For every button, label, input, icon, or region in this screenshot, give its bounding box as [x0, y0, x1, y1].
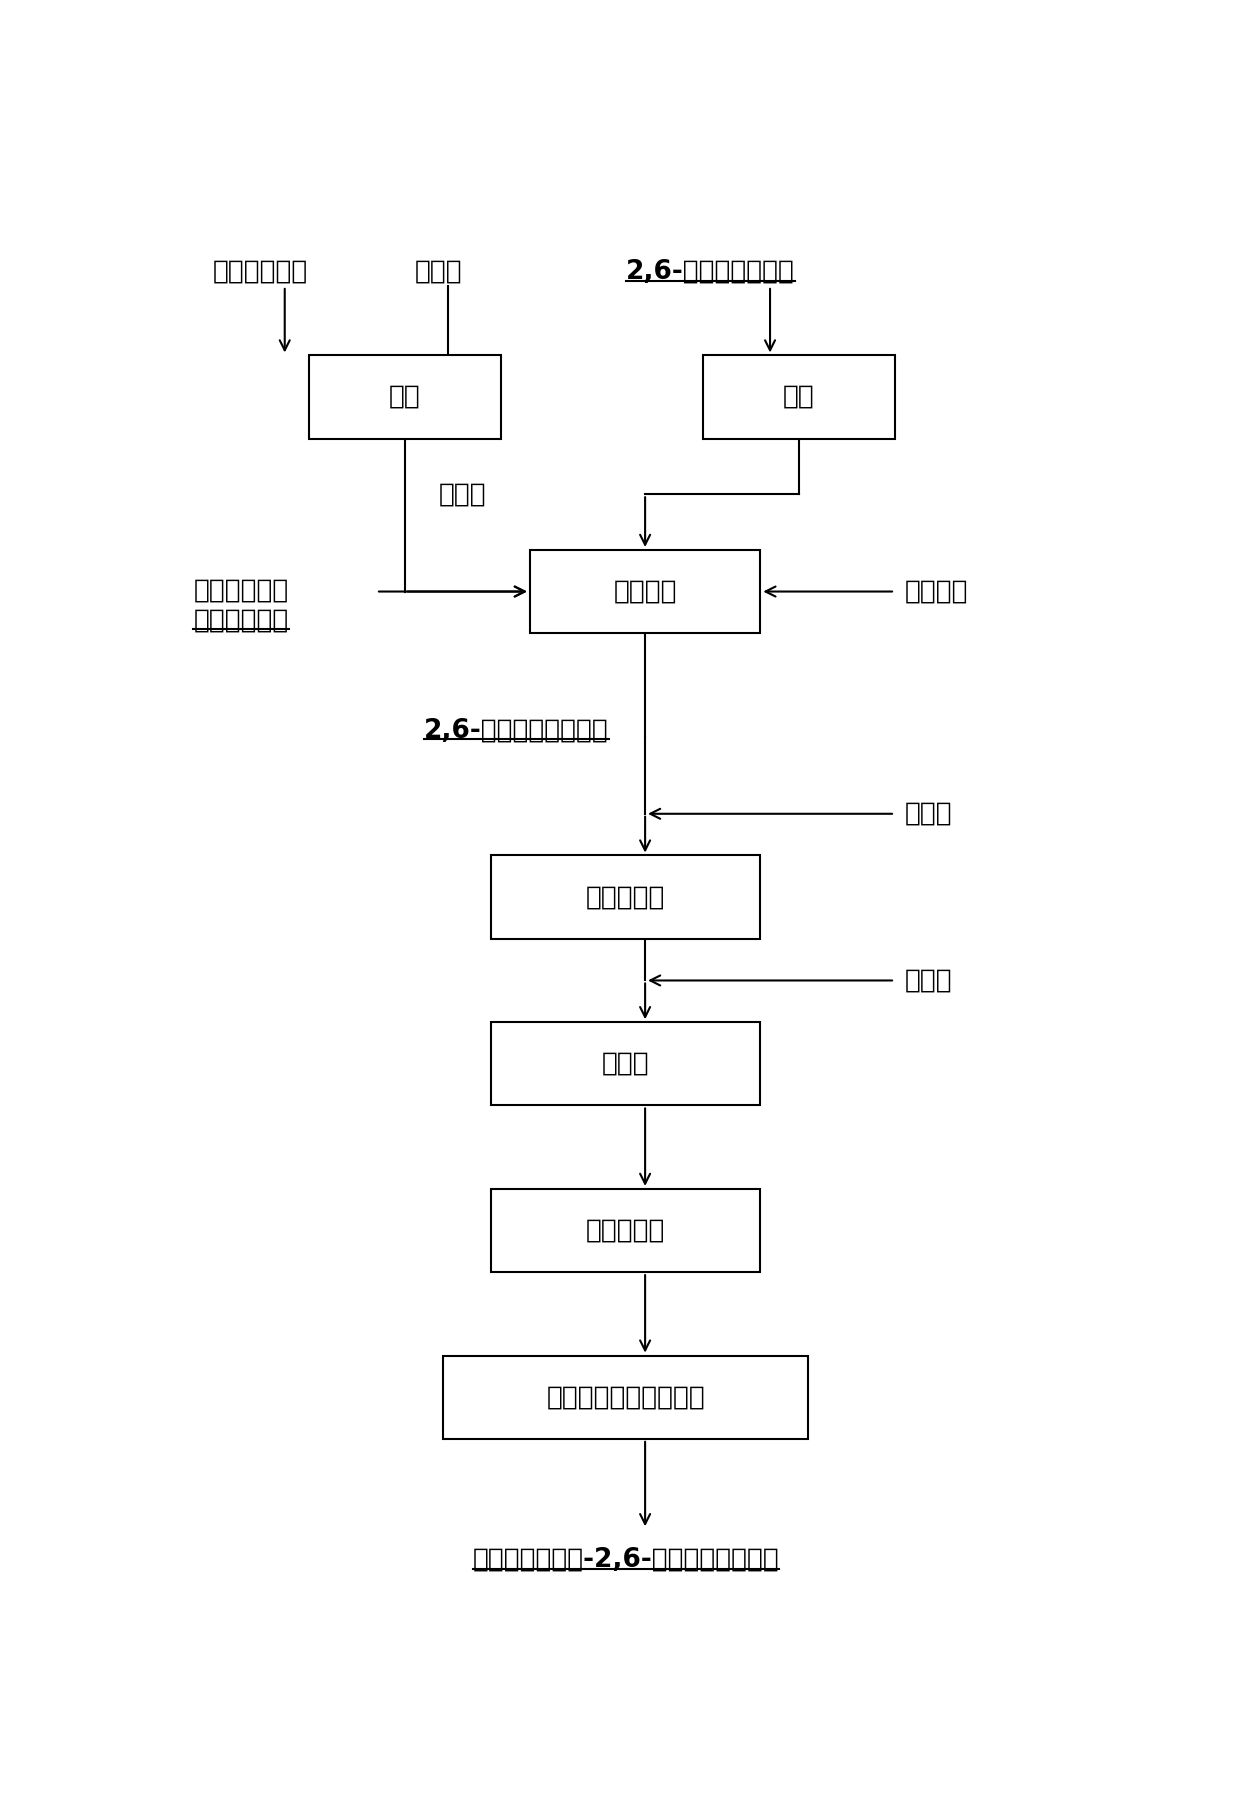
Text: 熔化: 熔化: [782, 384, 815, 410]
Bar: [444, 1355, 808, 1440]
Text: 乙二醇: 乙二醇: [439, 482, 486, 507]
Text: 纳米二氧化钛
乙二醇悬浮液: 纳米二氧化钛 乙二醇悬浮液: [193, 577, 289, 633]
Text: 搅拌反应: 搅拌反应: [614, 579, 677, 604]
Text: 2,6-萘二甲酸二甲酯: 2,6-萘二甲酸二甲酯: [626, 260, 795, 285]
Text: 主催化剂: 主催化剂: [905, 579, 968, 604]
Text: 纳米二氧化钛: 纳米二氧化钛: [213, 260, 308, 285]
Bar: [491, 855, 760, 938]
Text: 腰果酚改性的聚-2,6-萘二甲酸乙二醇酯: 腰果酚改性的聚-2,6-萘二甲酸乙二醇酯: [472, 1546, 779, 1573]
Text: 常压预缩聚: 常压预缩聚: [587, 884, 666, 911]
Text: 分散: 分散: [389, 384, 420, 410]
Bar: [491, 1023, 760, 1106]
Text: 分阶段泄压: 分阶段泄压: [587, 1218, 666, 1243]
Text: 空冷、切粒、固相增粘: 空冷、切粒、固相增粘: [547, 1384, 706, 1411]
Bar: [529, 550, 760, 633]
Text: 腰果酚: 腰果酚: [905, 967, 952, 994]
Text: 2,6-萘二甲酸乙二醇酯: 2,6-萘二甲酸乙二醇酯: [424, 718, 609, 743]
Bar: [703, 355, 895, 438]
Bar: [491, 1189, 760, 1272]
Text: 终缩聚: 终缩聚: [603, 1050, 650, 1077]
Text: 抗氧剂: 抗氧剂: [905, 801, 952, 826]
Bar: [309, 355, 501, 438]
Text: 乙二醇: 乙二醇: [414, 260, 463, 285]
